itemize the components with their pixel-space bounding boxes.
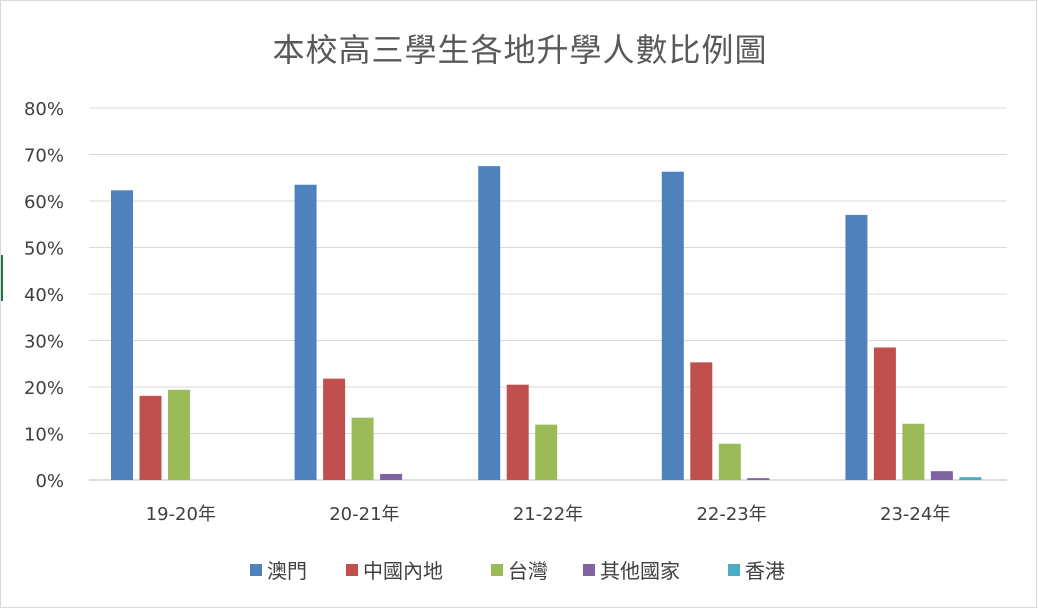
bar [661,171,684,480]
x-tick-label: 21-22年 [513,504,583,525]
legend-swatch [728,564,740,576]
bar [930,471,953,480]
legend-label: 中國內地 [363,559,443,583]
x-tick-label: 19-20年 [146,504,216,525]
bar [959,477,982,480]
y-tick-label: 70% [24,146,64,167]
legend-swatch [250,564,262,576]
y-tick-label: 0% [35,471,64,492]
y-tick-label: 60% [24,192,64,213]
legend-label: 香港 [745,559,785,583]
bar [380,473,403,480]
y-tick-label: 80% [24,99,64,120]
y-tick-label: 20% [24,378,64,399]
y-tick-label: 50% [24,239,64,260]
bar [506,384,529,480]
legend-label: 台灣 [508,559,548,583]
legend: 澳門 中國內地 台灣 其他國家 香港 [250,559,785,583]
bar [747,478,770,480]
x-tick-label: 22-23年 [696,504,766,525]
bar [111,190,133,480]
selection-marker [1,255,3,301]
x-tick-label: 23-24年 [880,504,950,525]
bar [478,166,501,480]
bar [690,362,713,480]
bar [845,214,868,480]
bar [351,417,374,480]
y-tick-label: 10% [24,425,64,446]
bar [323,378,346,480]
bar [535,424,558,480]
y-tick-label: 40% [24,285,64,306]
legend-swatch [491,564,503,576]
legend-swatch [583,564,595,576]
legend-swatch [346,564,358,576]
x-tick-label: 20-21年 [329,504,399,525]
legend-label: 其他國家 [600,559,680,583]
bar [873,347,896,480]
x-axis-labels: 19-20年 20-21年 21-22年 22-23年 23-24年 [146,504,951,525]
bar [294,184,317,480]
bars [111,166,982,480]
bar [718,443,741,480]
gridlines [89,107,1007,481]
legend-label: 澳門 [267,559,307,583]
y-axis-labels: 0% 10% 20% 30% 40% 50% 60% 70% 80% [24,99,64,492]
bar [902,423,925,480]
chart-title: 本校高三學生各地升學人數比例圖 [272,31,767,69]
y-tick-label: 30% [24,332,64,353]
bar [139,395,162,480]
bar [168,389,190,480]
